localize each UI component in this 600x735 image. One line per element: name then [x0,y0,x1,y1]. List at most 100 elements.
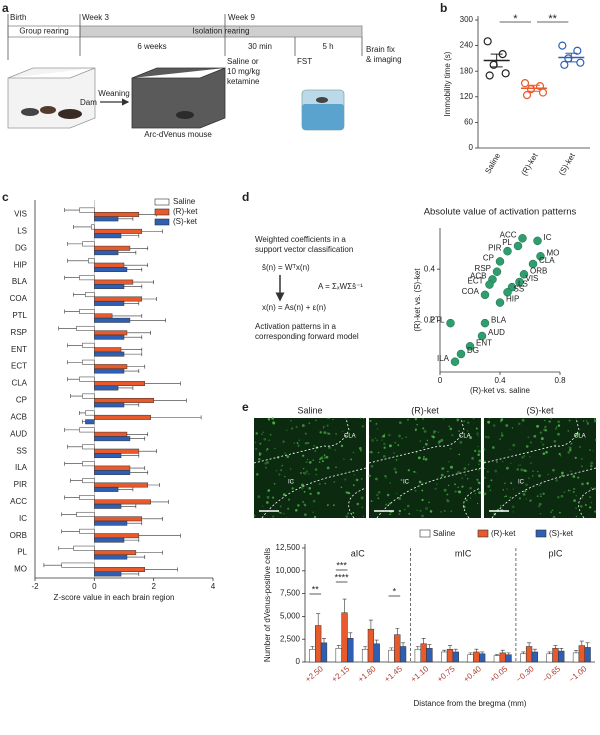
axis [477,16,590,149]
cell-signal [370,500,373,502]
cell-signal [458,453,460,456]
bar [94,398,154,403]
error-bar [153,398,187,403]
bar [94,245,131,251]
cell-signal [297,443,300,447]
data-point [485,71,494,80]
cell-signal [394,441,397,444]
cell-signal [423,455,425,458]
error-bar [453,648,458,652]
error-bar [521,651,526,654]
cell-signal [268,439,271,442]
legend-swatch [535,529,547,538]
cell-signal [573,499,576,502]
cell-signal [425,507,428,510]
cell-signal [567,489,570,492]
cell-signal [442,467,445,470]
error-bar [64,275,80,280]
cell-signal [383,446,386,449]
bar [505,654,512,663]
error-bar [126,432,149,437]
cell-signal [362,417,365,420]
data-point [560,60,569,69]
cell-signal [291,480,294,482]
cell-signal [326,504,329,507]
cell-signal [555,479,558,482]
cell-signal [457,486,459,488]
cell-signal [362,515,365,518]
bar [79,427,95,433]
bar [94,465,131,471]
cell-signal [407,418,409,421]
cell-signal [483,476,486,480]
cell-signal [266,501,269,504]
error-bar [124,301,140,306]
cell-signal [407,469,410,472]
cell-signal [333,481,336,483]
cell-signal [580,465,584,468]
error-bar [500,649,505,653]
cell-signal [449,447,452,450]
cell-signal [286,517,288,519]
cell-signal [476,432,479,435]
bar [94,381,146,386]
cell-signal [572,475,576,478]
cell-signal [456,419,459,422]
cell-signal [458,430,461,433]
cell-signal [572,487,576,491]
cell-signal [500,418,504,421]
cell-signal [405,436,407,438]
cell-signal [525,483,528,487]
cell-signal [260,452,262,455]
bar [76,325,95,331]
data-point [538,88,548,97]
error-bar [124,352,143,357]
cell-signal [280,469,283,472]
bar [94,503,122,509]
cell-signal [474,492,477,495]
cell-signal [326,424,329,427]
cell-signal [398,497,401,500]
bar [94,233,122,239]
error-bar [64,208,80,213]
bar [94,533,140,539]
step-label: Saline or [227,57,259,66]
cell-signal [261,433,263,435]
y-tick-label: MO [14,565,27,574]
cell-signal [550,511,552,513]
region-tag: CLA [344,434,356,440]
cell-signal [441,467,444,471]
y-tick-label: 0.4 [424,264,436,273]
cell-signal [280,512,282,514]
y-tick-label: RSP [11,328,27,337]
data-point [503,288,512,297]
cell-signal [308,461,312,464]
cell-signal [536,424,540,428]
cell-signal [570,442,573,445]
cell-signal [279,505,282,508]
cell-signal [304,441,308,445]
cell-signal [254,441,257,444]
cell-signal [305,461,308,464]
cell-signal [582,420,585,422]
cell-signal [335,466,337,469]
step-label: FST [297,57,312,66]
cell-signal [352,511,355,514]
y-axis-label: (R)-ket vs. (S)-ket [413,268,422,332]
illustration-label: Dam [80,98,97,107]
cell-signal [300,483,304,487]
bar [82,342,95,348]
cell-signal [467,463,470,466]
cell-signal [297,445,300,447]
cell-signal [537,474,541,478]
cell-signal [434,430,437,433]
cell-signal [359,449,362,452]
cell-signal [284,452,286,455]
x-tick-label: +0.75 [435,664,457,684]
cell-signal [271,416,275,420]
sig-label: ** [548,13,557,25]
cell-signal [416,424,418,426]
point-label: LS [518,279,528,288]
error-bar [150,499,169,504]
cell-signal [286,429,288,432]
